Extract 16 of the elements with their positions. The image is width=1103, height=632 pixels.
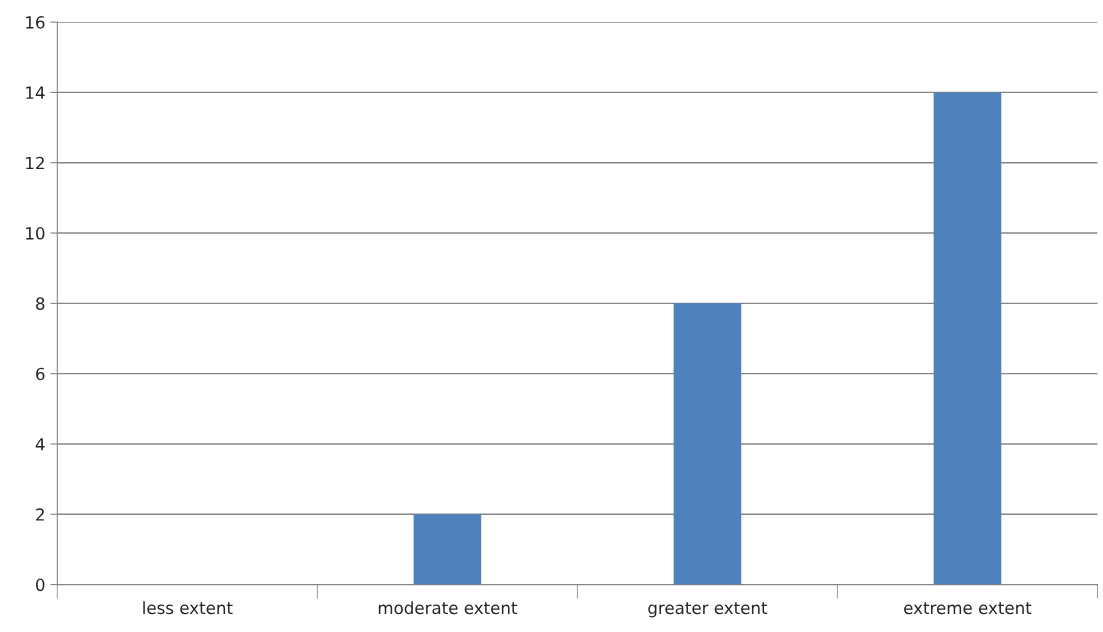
y-tick-label: 12 bbox=[26, 156, 44, 170]
y-tick-label: 8 bbox=[36, 297, 45, 310]
x-tick-label: greater extent bbox=[648, 602, 768, 618]
bar bbox=[933, 92, 1002, 585]
x-tick-label: less extent bbox=[143, 601, 233, 615]
bar bbox=[673, 303, 742, 585]
y-tick-label: 6 bbox=[36, 367, 45, 381]
bar bbox=[413, 514, 482, 585]
y-tick-label: 14 bbox=[26, 86, 45, 99]
x-tick-label: moderate extent bbox=[378, 601, 518, 615]
y-tick-label: 4 bbox=[35, 438, 45, 451]
y-tick-label: 2 bbox=[36, 508, 44, 521]
x-tick-label: extreme extent bbox=[904, 602, 1032, 615]
y-tick-label: 10 bbox=[26, 227, 45, 240]
y-tick-label: 0 bbox=[36, 578, 45, 592]
y-tick-label: 16 bbox=[26, 16, 45, 29]
